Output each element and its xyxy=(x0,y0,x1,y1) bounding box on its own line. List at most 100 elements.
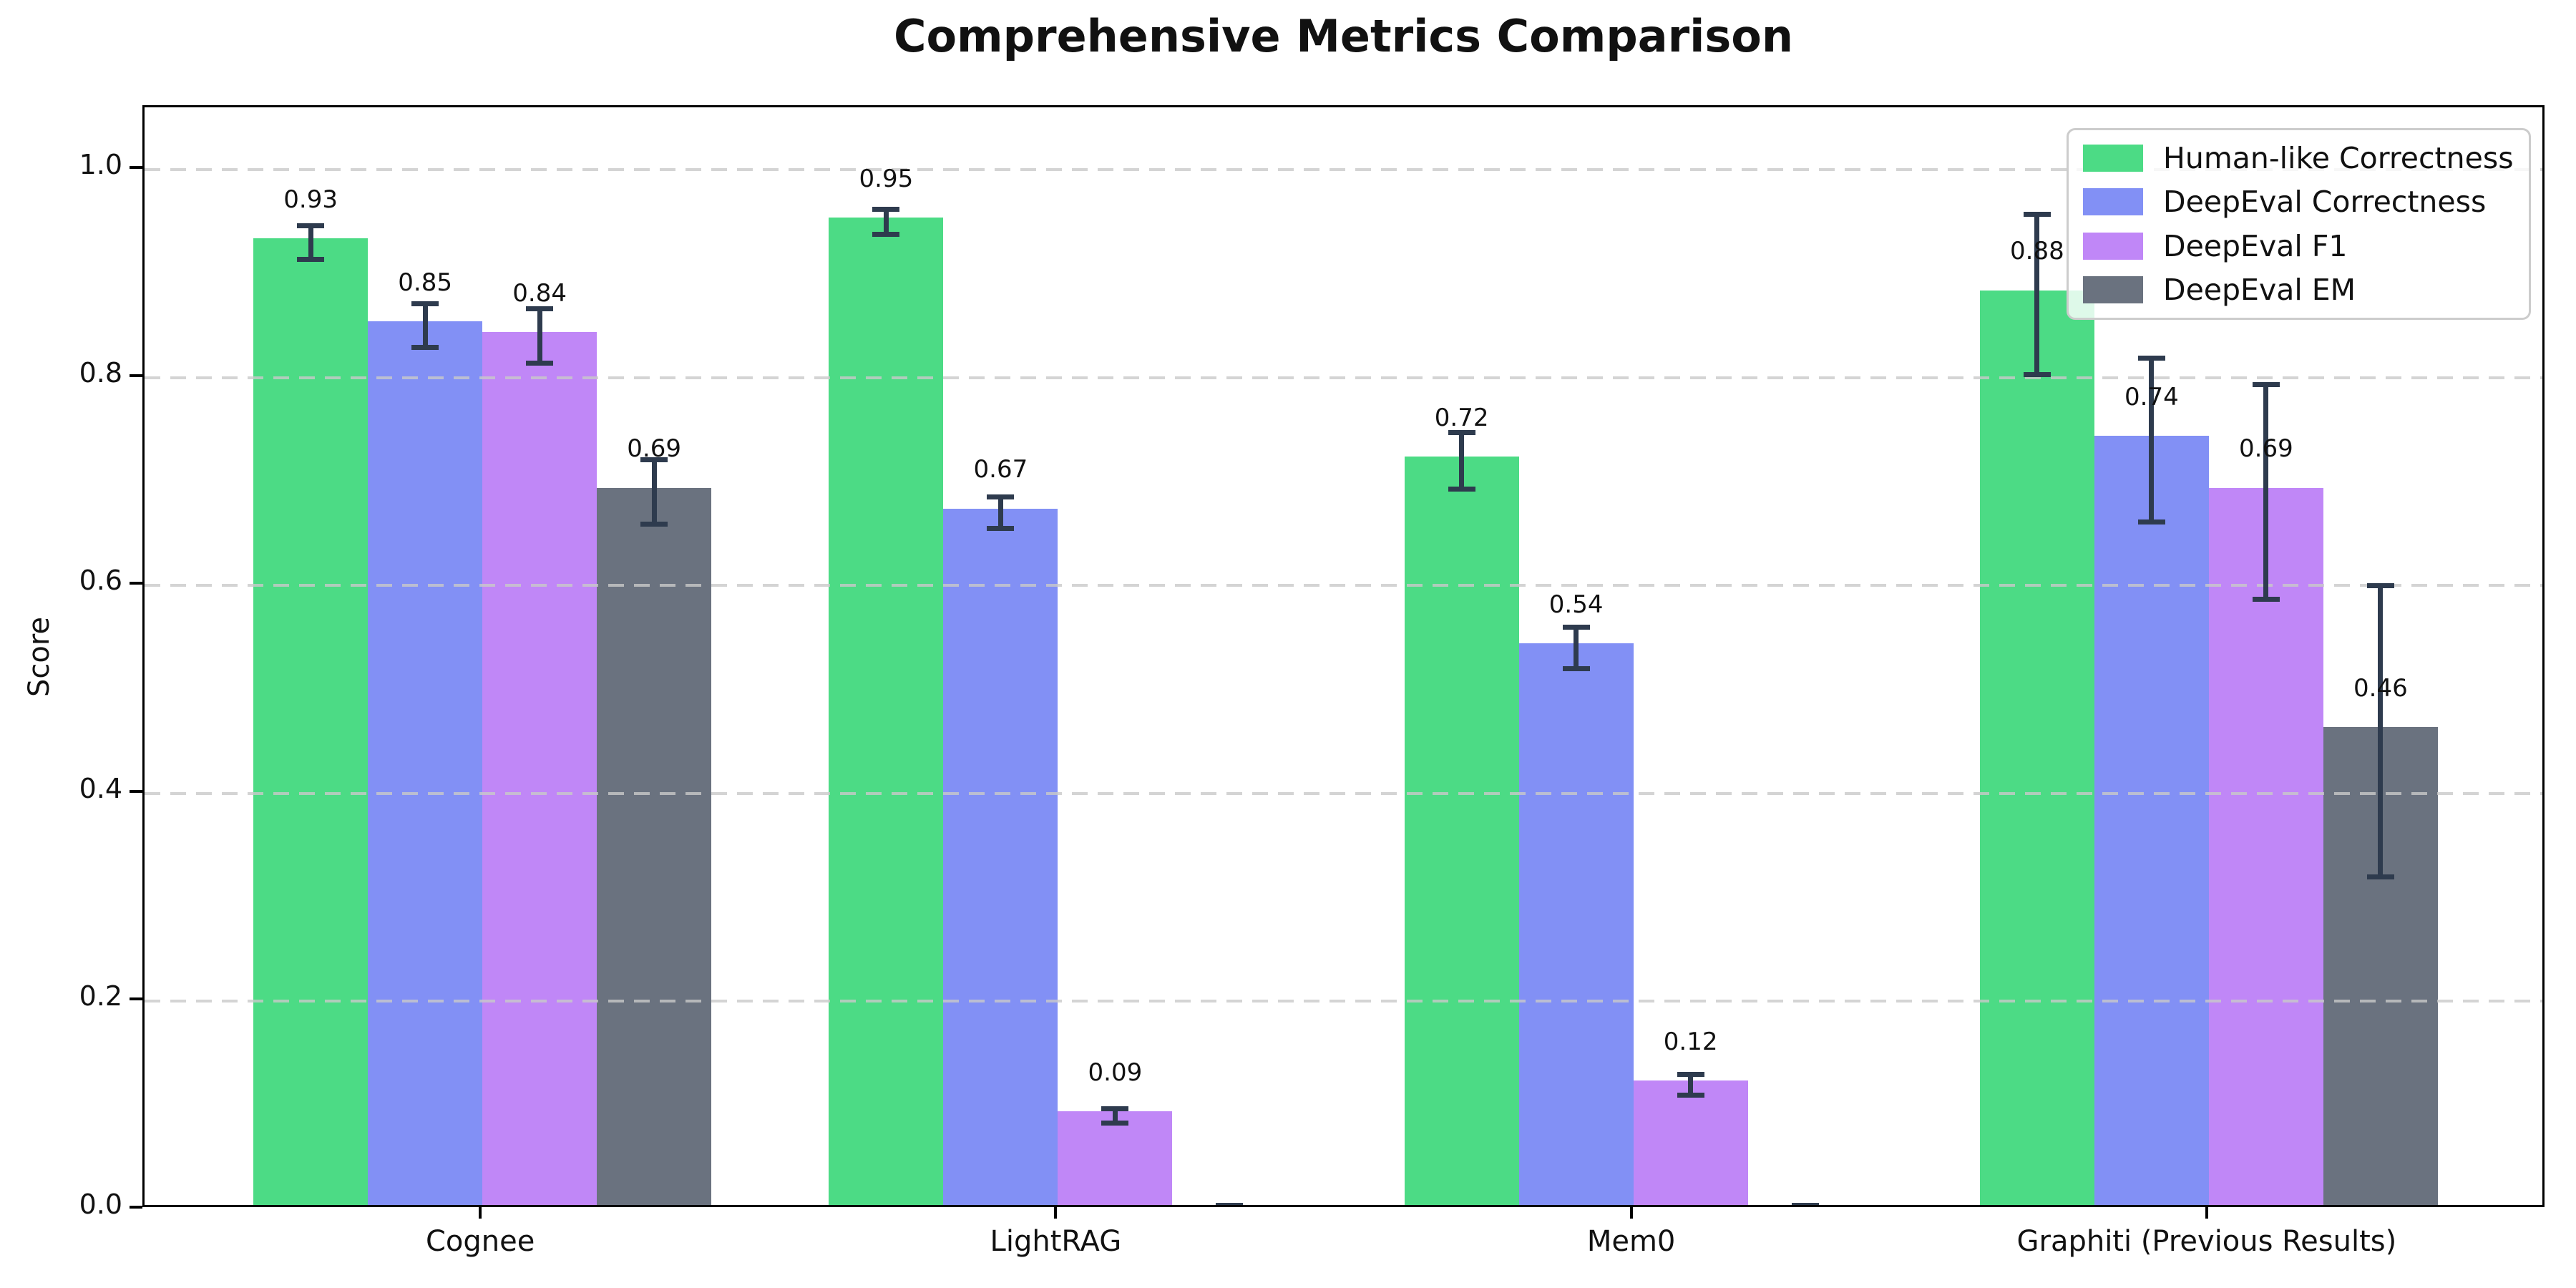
error-bar-cap xyxy=(1562,666,1590,672)
error-bar-cap xyxy=(987,525,1015,531)
error-bar-cap xyxy=(640,457,668,462)
error-bar-cap xyxy=(1448,430,1475,436)
error-bar-cap xyxy=(1101,1106,1129,1111)
error-bar-cap xyxy=(640,522,668,527)
legend-swatch xyxy=(2083,188,2143,216)
error-bar-cap xyxy=(1101,1120,1129,1126)
error-bar xyxy=(1227,1205,1232,1207)
bar-deepeval-correctness xyxy=(368,321,483,1205)
bar-value-label: 0.69 xyxy=(2239,434,2293,464)
y-tick-label: 0.6 xyxy=(79,565,122,597)
bar-value-label: 0.12 xyxy=(1663,1027,1718,1056)
error-bar xyxy=(651,459,657,525)
legend-swatch xyxy=(2083,276,2143,304)
error-bar-cap xyxy=(2252,596,2280,602)
y-tick-label: 0.0 xyxy=(79,1189,122,1220)
gridline xyxy=(145,1000,2542,1003)
legend-item: DeepEval Correctness xyxy=(2083,185,2529,219)
error-bar xyxy=(537,308,542,364)
legend-swatch xyxy=(2083,232,2143,260)
y-axis-tick xyxy=(130,166,142,170)
bar-human-like-correctness xyxy=(1979,290,2094,1205)
gridline xyxy=(145,791,2542,795)
legend-label: Human-like Correctness xyxy=(2163,140,2514,175)
bar-deepeval-f1 xyxy=(1058,1111,1173,1205)
bar-value-label: 0.67 xyxy=(973,455,1028,484)
bar-value-label: 0.46 xyxy=(2353,673,2408,703)
x-axis-tick xyxy=(2205,1207,2208,1219)
error-bar xyxy=(2263,384,2269,600)
x-tick-label: Graphiti (Previous Results) xyxy=(2016,1225,2397,1258)
legend-label: DeepEval EM xyxy=(2163,273,2356,308)
bar-value-label: 0.74 xyxy=(2124,382,2179,411)
y-axis-tick xyxy=(130,997,142,1001)
x-axis-tick xyxy=(1629,1207,1633,1219)
y-tick-label: 1.0 xyxy=(79,149,122,181)
error-bar-cap xyxy=(2137,355,2165,361)
error-bar xyxy=(883,209,889,235)
error-bar-cap xyxy=(872,231,900,237)
chart-title: Comprehensive Metrics Comparison xyxy=(893,10,1794,62)
legend-swatch xyxy=(2083,144,2143,172)
gridline xyxy=(145,584,2542,587)
error-bar-cap xyxy=(526,306,554,312)
bar-deepeval-em xyxy=(597,487,712,1205)
bar-value-label: 0.72 xyxy=(1434,403,1489,432)
x-tick-label: Cognee xyxy=(425,1225,535,1258)
bar-deepeval-correctness xyxy=(943,508,1058,1205)
bar-value-label: 0.54 xyxy=(1548,590,1604,620)
error-bar-cap xyxy=(411,301,439,307)
bar-deepeval-f1 xyxy=(2208,487,2323,1205)
error-bar-cap xyxy=(2366,874,2394,879)
error-bar-cap xyxy=(1448,486,1475,492)
legend-item: DeepEval F1 xyxy=(2083,229,2529,263)
error-bar-cap xyxy=(297,256,325,262)
y-axis-label: Score xyxy=(23,616,56,698)
bar-deepeval-f1 xyxy=(1633,1080,1748,1205)
error-bar xyxy=(997,497,1003,529)
bar-human-like-correctness xyxy=(1404,456,1519,1205)
error-bar-cap xyxy=(297,223,325,229)
y-tick-label: 0.8 xyxy=(79,356,122,389)
x-axis-tick xyxy=(479,1207,482,1219)
error-bar-cap xyxy=(2137,519,2165,525)
error-bar-cap xyxy=(1791,1202,1819,1205)
bar-value-label: 0.93 xyxy=(283,185,338,214)
legend-label: DeepEval F1 xyxy=(2163,228,2348,263)
error-bar xyxy=(2378,585,2384,877)
bar-value-label: 0.69 xyxy=(627,434,681,464)
error-bar xyxy=(2149,358,2155,522)
bar-deepeval-correctness xyxy=(2094,435,2209,1205)
error-bar xyxy=(2034,214,2040,375)
bar-value-label: 0.85 xyxy=(398,268,452,297)
error-bar-cap xyxy=(872,206,900,212)
error-bar xyxy=(1688,1074,1694,1096)
bar-value-label: 0.88 xyxy=(2010,237,2064,266)
x-tick-label: LightRAG xyxy=(990,1225,1122,1258)
error-bar xyxy=(1574,627,1579,669)
error-bar-cap xyxy=(2366,582,2394,588)
x-tick-label: Mem0 xyxy=(1586,1225,1676,1258)
error-bar-cap xyxy=(1562,624,1590,630)
y-axis-tick xyxy=(130,1206,142,1209)
error-bar-cap xyxy=(987,494,1015,500)
y-tick-label: 0.2 xyxy=(79,980,122,1013)
bar-human-like-correctness xyxy=(253,238,369,1205)
y-axis-tick xyxy=(130,374,142,377)
error-bar xyxy=(1459,432,1465,489)
error-bar-cap xyxy=(2252,382,2280,388)
bar-deepeval-f1 xyxy=(482,331,597,1205)
bar-deepeval-correctness xyxy=(1518,643,1634,1205)
gridline xyxy=(145,376,2542,379)
y-axis-tick xyxy=(130,582,142,585)
legend: Human-like Correctness DeepEval Correctne… xyxy=(2067,128,2531,320)
error-bar-cap xyxy=(2023,371,2051,377)
error-bar-cap xyxy=(1216,1202,1244,1205)
error-bar xyxy=(1802,1205,1807,1207)
legend-label: DeepEval Correctness xyxy=(2163,185,2487,220)
bar-value-label: 0.84 xyxy=(512,278,567,308)
bar-value-label: 0.95 xyxy=(859,164,914,193)
error-bar xyxy=(422,303,428,348)
x-axis-tick xyxy=(1054,1207,1058,1219)
